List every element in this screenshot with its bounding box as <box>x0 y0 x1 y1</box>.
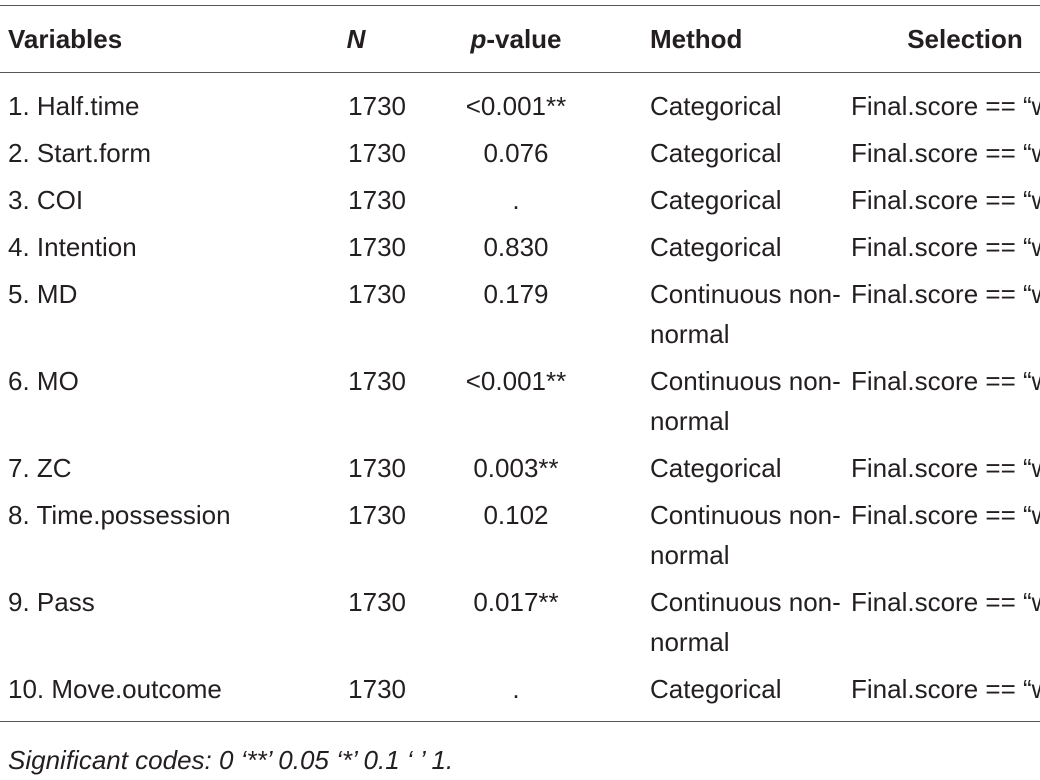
table-cell: Categorical <box>650 138 782 168</box>
footnote: Significant codes: 0 ‘**’ 0.05 ‘*’ 0.1 ‘… <box>8 745 454 775</box>
table-cell: Final.score == “w” <box>851 366 1040 396</box>
table-row: 1. Half.time 1730 <0.001** Categorical Final… <box>0 73 1040 131</box>
table-cell: Continuous non-normal <box>650 587 841 657</box>
table-cell: 7. ZC <box>8 453 72 483</box>
table-cell: 2. Start.form <box>8 138 152 168</box>
table-cell: 3. COI <box>8 185 84 215</box>
table-cell: 5. MD <box>8 279 78 309</box>
table-cell: Continuous non-normal <box>650 500 841 570</box>
table-cell: Final.score == “w” <box>851 279 1040 309</box>
table-cell: Final.score == “w” <box>851 453 1040 483</box>
table-cell: 0.003** <box>473 453 559 483</box>
table-cell: Final.score == “w” <box>851 138 1040 168</box>
table-row: 9. Pass 1730 0.017** Continuous non-normal F… <box>0 579 1040 666</box>
table-cell: Continuous non-normal <box>650 279 841 349</box>
table-cell: 0.017** <box>473 587 559 617</box>
table-cell: 1730 <box>348 138 406 168</box>
column-header: Method <box>650 24 743 54</box>
table-cell: Categorical <box>650 232 782 262</box>
column-header: p-value <box>470 24 562 54</box>
table-row: 5. MD 1730 0.179 Continuous non-normal Final… <box>0 271 1040 358</box>
table-cell: 1730 <box>348 232 406 262</box>
table-cell: Categorical <box>650 453 782 483</box>
table-cell: 1730 <box>348 366 406 396</box>
table-cell: Final.score == “w” <box>851 587 1040 617</box>
table-cell: 10. Move.outcome <box>8 674 222 704</box>
table-cell: Final.score == “w” <box>851 185 1040 215</box>
table-cell: Categorical <box>650 91 782 121</box>
table-row: 3. COI 1730. Categorical Final.score == “w” <box>0 177 1040 224</box>
table-cell: 8. Time.possession <box>8 500 231 530</box>
table-row: 2. Start.form 1730 0.076 Categorical Final.s… <box>0 130 1040 177</box>
table-row: 10. Move.outcome 1730. Categorical Final.sc… <box>0 666 1040 722</box>
table-cell: 1730 <box>348 674 406 704</box>
table-cell: . <box>512 185 520 215</box>
table-cell: Final.score == “w” <box>851 91 1040 121</box>
table-cell: 4. Intention <box>8 232 137 262</box>
table-cell: 1. Half.time <box>8 91 140 121</box>
column-header: Variables <box>8 24 123 54</box>
table-cell: Final.score == “w” <box>851 674 1040 704</box>
table-cell: . <box>512 674 520 704</box>
table-cell: 1730 <box>348 453 406 483</box>
table-cell: 0.179 <box>483 279 549 309</box>
table-cell: 1730 <box>348 279 406 309</box>
column-header: Selection <box>907 24 1023 54</box>
table-cell: 9. Pass <box>8 587 95 617</box>
table-cell: Final.score == “w” <box>851 232 1040 262</box>
table-cell: 1730 <box>348 587 406 617</box>
table-cell: 1730 <box>348 91 406 121</box>
table-cell: Categorical <box>650 185 782 215</box>
table-cell: 0.102 <box>483 500 549 530</box>
table-body: 1. Half.time 1730 <0.001** Categorical Final… <box>0 73 1040 722</box>
table-cell: <0.001** <box>465 91 567 121</box>
table-cell: Categorical <box>650 674 782 704</box>
table-cell: 1730 <box>348 500 406 530</box>
table-cell: Final.score == “w” <box>851 500 1040 530</box>
table-row: 7. ZC 1730 0.003** Categorical Final.score =… <box>0 445 1040 492</box>
table-row: 6. MO 1730 <0.001** Continuous non-normal Fi… <box>0 358 1040 445</box>
table-row: 4. Intention 1730 0.830 Categorical Final.sc… <box>0 224 1040 271</box>
table-row: 8. Time.possession 1730 0.102 Continuous no… <box>0 492 1040 579</box>
table-cell: <0.001** <box>465 366 567 396</box>
table-cell: 0.076 <box>483 138 549 168</box>
table-cell: Continuous non-normal <box>650 366 841 436</box>
column-header: N <box>346 24 366 54</box>
table-cell: 1730 <box>348 185 406 215</box>
table-cell: 0.830 <box>483 232 549 262</box>
table-cell: 6. MO <box>8 366 79 396</box>
